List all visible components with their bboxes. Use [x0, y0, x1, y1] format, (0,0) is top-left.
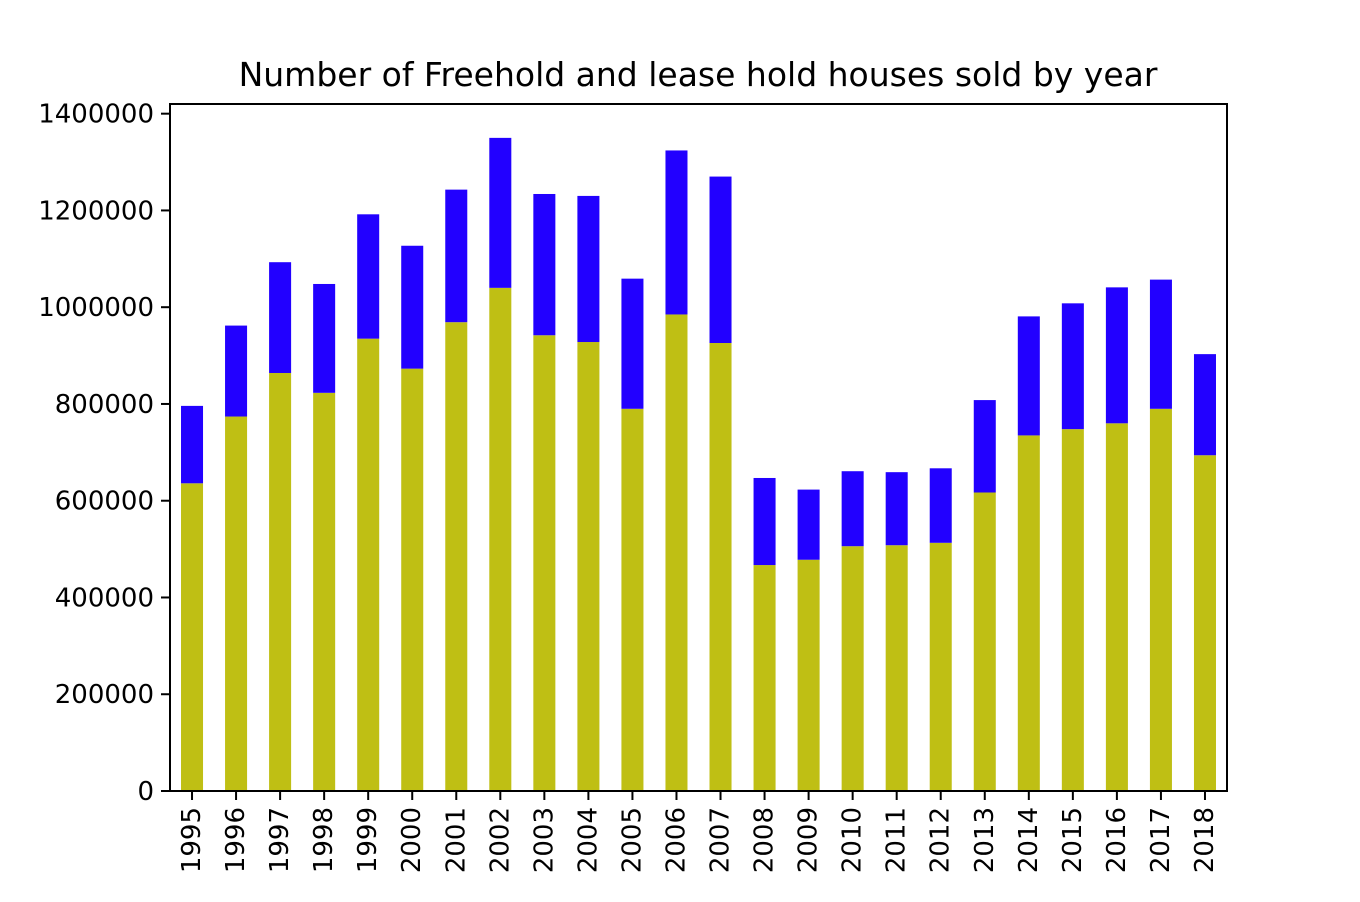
bar-2007-series-1 [709, 343, 732, 791]
y-tick-label: 200000 [55, 680, 154, 710]
bar-2009-series-1 [797, 559, 820, 791]
bar-2014-series-1 [1017, 435, 1040, 791]
y-tick-label: 1400000 [38, 100, 154, 130]
x-tick-label: 2016 [1102, 807, 1132, 873]
x-tick-label: 2001 [441, 807, 471, 873]
bar-1997-series-2 [269, 262, 292, 373]
x-tick-label: 1999 [353, 807, 383, 873]
x-axis: 1995 1996 1997 1998 1999 2000 2001 2002 2003 2004… [177, 791, 1220, 873]
bar-2011-series-1 [885, 545, 908, 791]
bar-2006-series-1 [665, 314, 688, 791]
bar-2011-series-2 [885, 472, 908, 546]
x-tick-label: 1997 [265, 807, 295, 873]
y-tick-label: 0 [137, 777, 154, 807]
bar-2000-series-1 [401, 368, 424, 791]
x-tick-label: 2000 [397, 807, 427, 873]
x-tick-label: 2013 [970, 807, 1000, 873]
bar-1996-series-2 [225, 325, 248, 417]
bars-layer [181, 137, 1216, 791]
x-tick-label: 2009 [794, 807, 824, 873]
bar-1996-series-1 [225, 416, 248, 791]
x-tick-label: 2011 [882, 807, 912, 873]
bar-2018-series-1 [1193, 455, 1216, 791]
bar-2007-series-2 [709, 176, 732, 343]
x-tick-label: 2006 [661, 807, 691, 873]
bar-1998-series-2 [313, 283, 336, 393]
chart-title: Number of Freehold and lease hold houses… [239, 55, 1158, 94]
bar-1997-series-1 [269, 372, 292, 791]
x-tick-label: 2003 [529, 807, 559, 873]
bar-2008-series-1 [753, 565, 776, 791]
x-tick-label: 2007 [706, 807, 736, 873]
bar-2017-series-1 [1149, 408, 1172, 791]
bar-1995-series-1 [181, 483, 204, 791]
x-tick-label: 2004 [573, 807, 603, 873]
x-tick-label: 2018 [1190, 807, 1220, 873]
bar-2003-series-2 [533, 193, 556, 336]
y-axis: 0 200000 400000 600000 800000 1000000 1200000 1… [38, 100, 170, 807]
x-tick-label: 2010 [838, 807, 868, 873]
bar-2016-series-1 [1105, 423, 1128, 791]
y-tick-label: 1000000 [38, 293, 154, 323]
bar-1995-series-2 [181, 405, 204, 484]
bar-2004-series-1 [577, 342, 600, 791]
y-tick-label: 800000 [55, 390, 154, 420]
bar-2005-series-1 [621, 408, 644, 791]
bar-2004-series-2 [577, 195, 600, 343]
bar-2018-series-2 [1193, 354, 1216, 456]
bar-2017-series-2 [1149, 279, 1172, 409]
bar-2012-series-1 [929, 542, 952, 791]
x-tick-label: 2008 [750, 807, 780, 873]
bar-2016-series-2 [1105, 287, 1128, 424]
bar-2010-series-2 [841, 471, 864, 547]
bar-2010-series-1 [841, 546, 864, 791]
bar-2006-series-2 [665, 150, 688, 315]
bar-2001-series-1 [445, 322, 468, 791]
bar-2015-series-1 [1061, 429, 1084, 791]
bar-2005-series-2 [621, 278, 644, 409]
bar-2013-series-1 [973, 492, 996, 791]
bar-1999-series-2 [357, 214, 380, 339]
bar-2012-series-2 [929, 468, 952, 543]
x-tick-label: 2015 [1058, 807, 1088, 873]
x-tick-label: 1995 [177, 807, 207, 873]
plot-area-frame [169, 103, 1228, 792]
bar-2002-series-2 [489, 137, 512, 288]
x-tick-label: 2017 [1146, 807, 1176, 873]
y-tick-label: 400000 [55, 583, 154, 613]
x-tick-label: 2014 [1014, 807, 1044, 873]
bar-1998-series-1 [313, 392, 336, 791]
bar-1999-series-1 [357, 338, 380, 791]
bar-2008-series-2 [753, 477, 776, 566]
bar-2013-series-2 [973, 400, 996, 493]
bar-2015-series-2 [1061, 303, 1084, 430]
x-tick-label: 1998 [309, 807, 339, 873]
bar-2001-series-2 [445, 189, 468, 323]
bar-2002-series-1 [489, 287, 512, 791]
bar-2014-series-2 [1017, 316, 1040, 436]
x-tick-label: 1996 [221, 807, 251, 873]
bar-2000-series-2 [401, 245, 424, 369]
bar-2009-series-2 [797, 489, 820, 560]
x-tick-label: 2002 [485, 807, 515, 873]
bar-2003-series-1 [533, 335, 556, 791]
x-tick-label: 2012 [926, 807, 956, 873]
x-tick-label: 2005 [617, 807, 647, 873]
y-tick-label: 1200000 [38, 196, 154, 226]
y-tick-label: 600000 [55, 487, 154, 517]
